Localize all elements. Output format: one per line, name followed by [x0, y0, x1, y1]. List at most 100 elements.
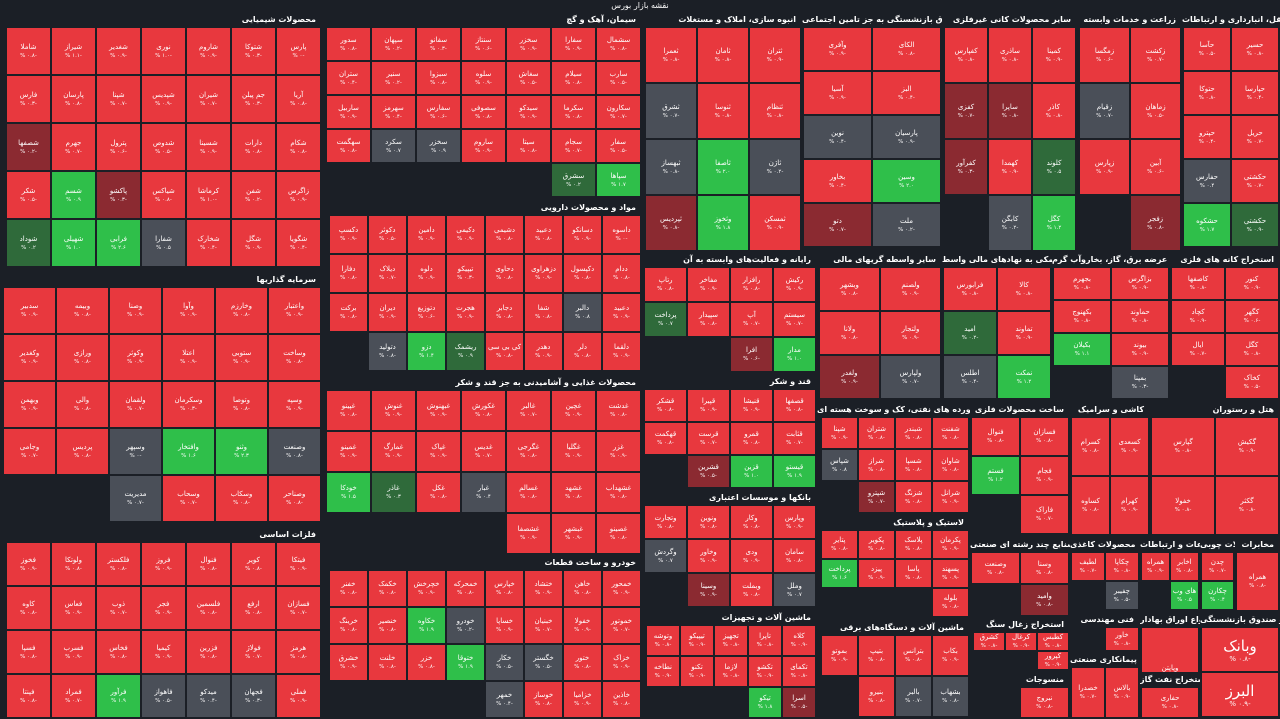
stock-tile[interactable]: پاسا -۰.۸ %	[896, 560, 931, 587]
stock-tile[interactable]: کگهر -۰.۶ %	[1226, 301, 1278, 332]
stock-tile[interactable]: حریل -۰.۷ %	[1232, 116, 1278, 158]
stock-tile[interactable]: ولانا -۰.۸ %	[820, 312, 879, 354]
stock-tile[interactable]: بیوند -۰.۹ %	[1112, 334, 1168, 365]
stock-tile[interactable]: پیزد -۰.۹ %	[859, 560, 894, 587]
sector-title[interactable]: محصولات شیمیایی	[241, 15, 316, 24]
stock-tile[interactable]: پکرمان -۰.۹ %	[933, 531, 968, 558]
sector-title[interactable]: سایر اوراق یا انواع اوراق بهادار	[1140, 615, 1200, 624]
stock-tile[interactable]: خموتور -۰.۷ %	[603, 608, 640, 643]
stock-tile[interactable]: البز -۰.۴ %	[873, 72, 940, 114]
sector-title[interactable]: قند و شکر	[769, 377, 811, 386]
stock-tile[interactable]: فسرب -۰.۹ %	[52, 631, 95, 673]
stock-tile[interactable]: فمراد -۰.۷ %	[52, 675, 95, 717]
stock-tile[interactable]: وثخوز ۱.۸ %	[698, 196, 748, 250]
stock-tile[interactable]: سیتا -۰.۸ %	[507, 130, 550, 162]
stock-tile[interactable]: تماوند -۰.۹ %	[998, 312, 1050, 354]
stock-tile[interactable]: مفاخر -۰.۹ %	[688, 268, 729, 301]
stock-tile[interactable]: اخابر -۰.۸ %	[1171, 553, 1198, 580]
stock-tile[interactable]: پسهند -۰.۹ %	[933, 560, 968, 587]
stock-tile[interactable]: کرماشا -۱.۰ %	[187, 172, 230, 218]
stock-tile[interactable]: شاروم -۰.۹ %	[187, 28, 230, 74]
sector-title[interactable]: سرمایه گذاریها	[256, 275, 316, 284]
stock-tile[interactable]: غچین -۰.۹ %	[552, 391, 595, 430]
stock-tile[interactable]: وآفری -۰.۹ %	[804, 28, 871, 70]
stock-tile[interactable]: همراه -۰.۹ %	[1142, 553, 1169, 580]
stock-tile[interactable]: سفارس -۰.۶ %	[417, 96, 460, 128]
stock-tile[interactable]: شتوکا -۰.۳ %	[232, 28, 275, 74]
sector-title[interactable]: فلزات اساسی	[259, 530, 316, 539]
stock-tile[interactable]: خفولا -۰.۹ %	[564, 608, 601, 643]
stock-tile[interactable]: وملل ۰.۷ %	[774, 574, 815, 606]
stock-tile[interactable]: حپارسا -۰.۴ %	[1232, 72, 1278, 114]
stock-tile[interactable]: غشصفا -۰.۹ %	[507, 514, 550, 553]
stock-tile[interactable]: فرآور ۱.۹ %	[97, 675, 140, 717]
stock-tile[interactable]: ثپردیس -۰.۸ %	[646, 196, 696, 250]
stock-tile[interactable]: شرانل -۰.۹ %	[933, 482, 968, 512]
stock-tile[interactable]: فرابی ۲.۶ %	[97, 220, 140, 266]
stock-tile[interactable]: زمگسا -۰.۶ %	[1080, 28, 1129, 82]
stock-tile[interactable]: خاذین -۰.۸ %	[603, 682, 640, 717]
stock-tile[interactable]: بخاور -۰.۴ %	[804, 160, 871, 202]
stock-tile[interactable]: کخاک -۰.۵ %	[1226, 367, 1278, 398]
stock-tile[interactable]: دلقما -۰.۹ %	[603, 333, 640, 370]
stock-tile[interactable]: کیمیا -۰.۹ %	[142, 631, 185, 673]
stock-tile[interactable]: غشهد -۰.۸ %	[552, 473, 595, 512]
stock-tile[interactable]: وبیمه -۰.۸ %	[57, 288, 108, 333]
stock-tile[interactable]: کطبس -۰.۸ %	[1038, 633, 1068, 650]
stock-tile[interactable]: ستوبی -۰.۹ %	[216, 335, 267, 380]
stock-tile[interactable]: پارسیان -۰.۹ %	[873, 116, 940, 158]
stock-tile[interactable]: غنوش -۰.۹ %	[372, 391, 415, 430]
stock-tile[interactable]: اسرا -۰.۵ %	[783, 688, 815, 717]
stock-tile[interactable]: دالبر ۰.۸ %	[564, 294, 601, 331]
stock-tile[interactable]: تجهیز -۰.۸ %	[715, 626, 747, 655]
stock-tile[interactable]: خزاک -۰.۹ %	[603, 645, 640, 680]
stock-tile[interactable]: هرمز -۰.۸ %	[277, 631, 320, 673]
stock-tile[interactable]: دکپسول -۰.۸ %	[564, 255, 601, 292]
stock-tile[interactable]: قنیشا -۰.۹ %	[731, 390, 772, 421]
stock-tile[interactable]: غزر -۰.۹ %	[597, 432, 640, 471]
stock-tile[interactable]: شسینا -۰.۹ %	[187, 124, 230, 170]
stock-tile[interactable]: حسیر -۰.۸ %	[1232, 28, 1278, 70]
stock-tile[interactable]: خرینگ -۰.۸ %	[330, 608, 367, 643]
stock-tile[interactable]: کفپارس -۰.۸ %	[945, 28, 987, 82]
stock-tile[interactable]: کفزی -۰.۷ %	[945, 84, 987, 138]
stock-tile[interactable]: جهرم -۰.۷ %	[52, 124, 95, 170]
stock-tile[interactable]: فاراک -۰.۷ %	[1021, 496, 1068, 533]
stock-tile[interactable]: شفن -۰.۲ %	[232, 172, 275, 218]
stock-tile[interactable]: خلنت -۰.۸ %	[369, 645, 406, 680]
stock-tile[interactable]: فجام -۰.۹ %	[1021, 457, 1068, 494]
stock-tile[interactable]: ریشمک ۰.۹ %	[447, 333, 484, 370]
stock-tile[interactable]: وخاور -۰.۹ %	[688, 540, 729, 572]
stock-tile[interactable]: ثتران -۰.۹ %	[750, 28, 800, 82]
stock-tile[interactable]: شگویا -۰.۴ %	[277, 220, 320, 266]
stock-tile[interactable]: کفرآور -۰.۳ %	[945, 140, 987, 194]
stock-tile[interactable]: برکت -۰.۸ %	[330, 294, 367, 331]
stock-tile[interactable]: خکار -۰.۵ %	[486, 645, 523, 680]
stock-tile[interactable]: اعتلا -۰.۹ %	[163, 335, 214, 380]
stock-tile[interactable]: وامید -۰.۸ %	[1021, 585, 1068, 615]
sector-title[interactable]: حمل و نقل، انبارداری و ارتباطات	[1182, 15, 1280, 24]
stock-tile[interactable]: ورازی -۰.۸ %	[57, 335, 108, 380]
stock-tile[interactable]: بالاس -۰.۹ %	[1106, 668, 1138, 717]
stock-tile[interactable]: پارس -۰ %	[277, 28, 320, 74]
sector-title[interactable]: فعالیتهای کمکی به نهادهای مالی واسط	[942, 255, 1052, 264]
stock-tile[interactable]: خودرو -۰.۲ %	[447, 608, 484, 643]
stock-tile[interactable]: گکیش -۰.۹ %	[1216, 418, 1278, 475]
stock-tile[interactable]: ثاصفا ۲.۰ %	[698, 140, 748, 194]
stock-tile[interactable]: کاذر -۰.۸ %	[1033, 84, 1075, 138]
sector-title[interactable]: عرضه برق، گاز، بخاروآب گرم	[1052, 255, 1168, 264]
stock-tile[interactable]: نوری -۱.۰ %	[142, 28, 185, 74]
stock-tile[interactable]: نطاخه -۰.۹ %	[647, 657, 679, 686]
stock-tile[interactable]: شیراز -۱.۱ %	[52, 28, 95, 74]
stock-tile[interactable]: وصنا -۰.۹ %	[110, 288, 161, 333]
stock-tile[interactable]: دتو -۰.۷ %	[804, 204, 871, 246]
stock-tile[interactable]: زپارس -۰.۹ %	[1080, 140, 1129, 194]
sector-title[interactable]: صنایع چند رشته ای صنعتی	[970, 540, 1070, 549]
stock-tile[interactable]: وتوشه -۰.۸ %	[647, 626, 679, 655]
stock-tile[interactable]: سفانو -۰.۳ %	[417, 28, 460, 60]
stock-tile[interactable]: حکشتی -۰.۷ %	[1232, 160, 1278, 202]
stock-tile[interactable]: سدبیر -۰.۹ %	[4, 288, 55, 333]
stock-tile[interactable]: سنتاز -۰.۶ %	[462, 28, 505, 60]
stock-tile[interactable]: امید -۰.۲ %	[944, 312, 996, 354]
stock-tile[interactable]: غسالم -۰.۸ %	[507, 473, 550, 512]
